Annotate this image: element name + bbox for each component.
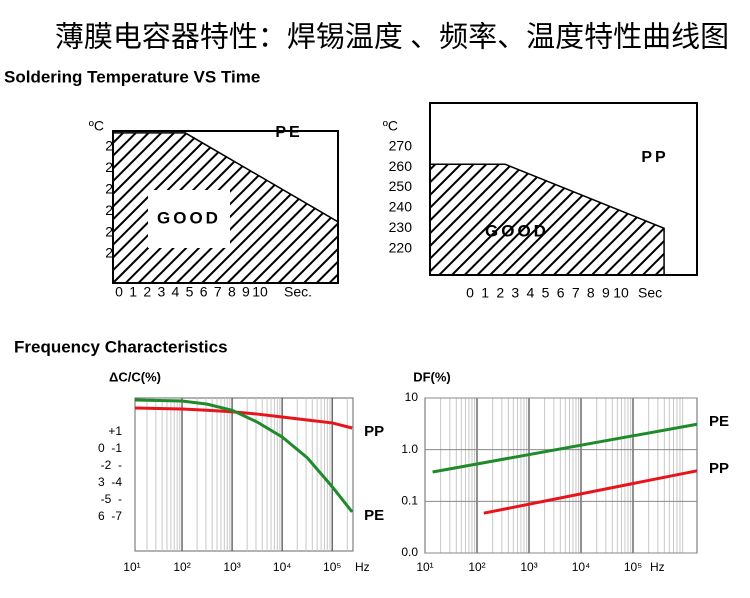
x-tick-label: 5 — [542, 285, 550, 301]
y-axis-text: -5 - — [101, 492, 122, 506]
series-line — [134, 398, 354, 513]
x-tick-label: 4 — [527, 285, 535, 301]
y-tick-label: 2 — [105, 159, 113, 175]
y-axis-text: +1 — [108, 424, 122, 438]
x-tick-label: 3 — [157, 284, 165, 300]
series-line — [134, 406, 353, 430]
region-annotation: GOOD — [485, 221, 549, 240]
x-tick-label: 10² — [468, 560, 485, 574]
x-tick-label: 10¹ — [416, 560, 433, 574]
plot-bg — [424, 397, 698, 554]
x-tick-label: 8 — [587, 285, 595, 301]
series-label: PE — [364, 507, 384, 524]
x-tick-label: 6 — [200, 284, 208, 300]
page-title: 薄膜电容器特性：焊锡温度 、频率、温度特性曲线图 — [55, 21, 729, 54]
region-annotation: GOOD — [157, 208, 221, 227]
y-axis-label: ΔC/C(%) — [109, 369, 161, 384]
y-tick-label: 240 — [389, 199, 413, 215]
y-tick-label: 260 — [389, 158, 413, 174]
x-tick-label: 10³ — [520, 560, 537, 574]
y-axis-text: 0 -1 — [98, 441, 122, 455]
y-tick-label: 230 — [389, 219, 413, 235]
x-tick-label: 1 — [481, 285, 489, 301]
x-tick-label: 10¹ — [123, 560, 140, 574]
y-tick-label: 2 — [105, 245, 113, 261]
x-tick-label: 8 — [228, 284, 236, 300]
plot-frame — [112, 130, 339, 284]
x-axis-label: Sec — [638, 285, 662, 301]
y-tick-label: 0.0 — [401, 545, 418, 559]
x-tick-label: 3 — [511, 285, 519, 301]
x-tick-label: 7 — [214, 284, 222, 300]
y-axis-text: 3 -4 — [98, 475, 122, 489]
x-tick-label: 7 — [572, 285, 580, 301]
y-tick-label: 2 — [105, 202, 113, 218]
x-tick-label: 10⁴ — [273, 560, 292, 574]
x-tick-label: 10 — [252, 284, 268, 300]
y-axis-text: -2 - — [101, 458, 122, 472]
good-region — [429, 163, 665, 276]
y-tick-label: 2 — [105, 180, 113, 196]
x-axis-label: Sec. — [284, 284, 312, 300]
x-tick-label: 10³ — [223, 560, 240, 574]
section-title: Frequency Characteristics — [14, 337, 228, 356]
y-tick-label: 0.1 — [401, 494, 418, 508]
label-box — [148, 190, 230, 248]
x-tick-label: 6 — [557, 285, 565, 301]
x-tick-label: 10⁵ — [323, 560, 341, 574]
y-tick-label: 1.0 — [401, 442, 418, 456]
x-tick-label: 0 — [466, 285, 474, 301]
y-tick-label: 2 — [105, 223, 113, 239]
x-tick-label: 10⁴ — [572, 560, 591, 574]
x-axis-label: Hz — [650, 560, 665, 574]
x-tick-label: 4 — [172, 284, 180, 300]
x-tick-label: 2 — [143, 284, 151, 300]
plot-frame — [429, 102, 698, 276]
y-tick-label: 220 — [389, 239, 413, 255]
region-label: PE — [275, 124, 302, 141]
x-tick-label: 5 — [186, 284, 194, 300]
x-tick-label: 10² — [173, 560, 190, 574]
series-line — [483, 469, 698, 515]
y-tick-label: 10 — [405, 390, 419, 404]
y-unit: ºC — [383, 118, 398, 134]
x-tick-label: 10 — [613, 285, 629, 301]
y-tick-label: 270 — [389, 137, 413, 153]
section-title: Soldering Temperature VS Time — [4, 67, 260, 86]
y-tick-label: 250 — [389, 178, 413, 194]
x-tick-label: 0 — [115, 284, 123, 300]
series-line — [432, 422, 698, 474]
y-unit: ºC — [89, 118, 104, 134]
y-tick-label: 2 — [105, 138, 113, 154]
region-label: PP — [641, 149, 668, 166]
x-tick-label: 2 — [496, 285, 504, 301]
x-tick-label: 9 — [602, 285, 610, 301]
x-axis-label: Hz — [355, 560, 370, 574]
series-label: PE — [709, 413, 729, 430]
x-tick-label: 9 — [242, 284, 250, 300]
series-label: PP — [364, 423, 384, 440]
x-tick-label: 10⁵ — [624, 560, 642, 574]
series-label: PP — [709, 460, 729, 477]
y-axis-text: 6 -7 — [98, 509, 122, 523]
x-tick-label: 1 — [129, 284, 137, 300]
y-axis-label: DF(%) — [413, 369, 451, 384]
